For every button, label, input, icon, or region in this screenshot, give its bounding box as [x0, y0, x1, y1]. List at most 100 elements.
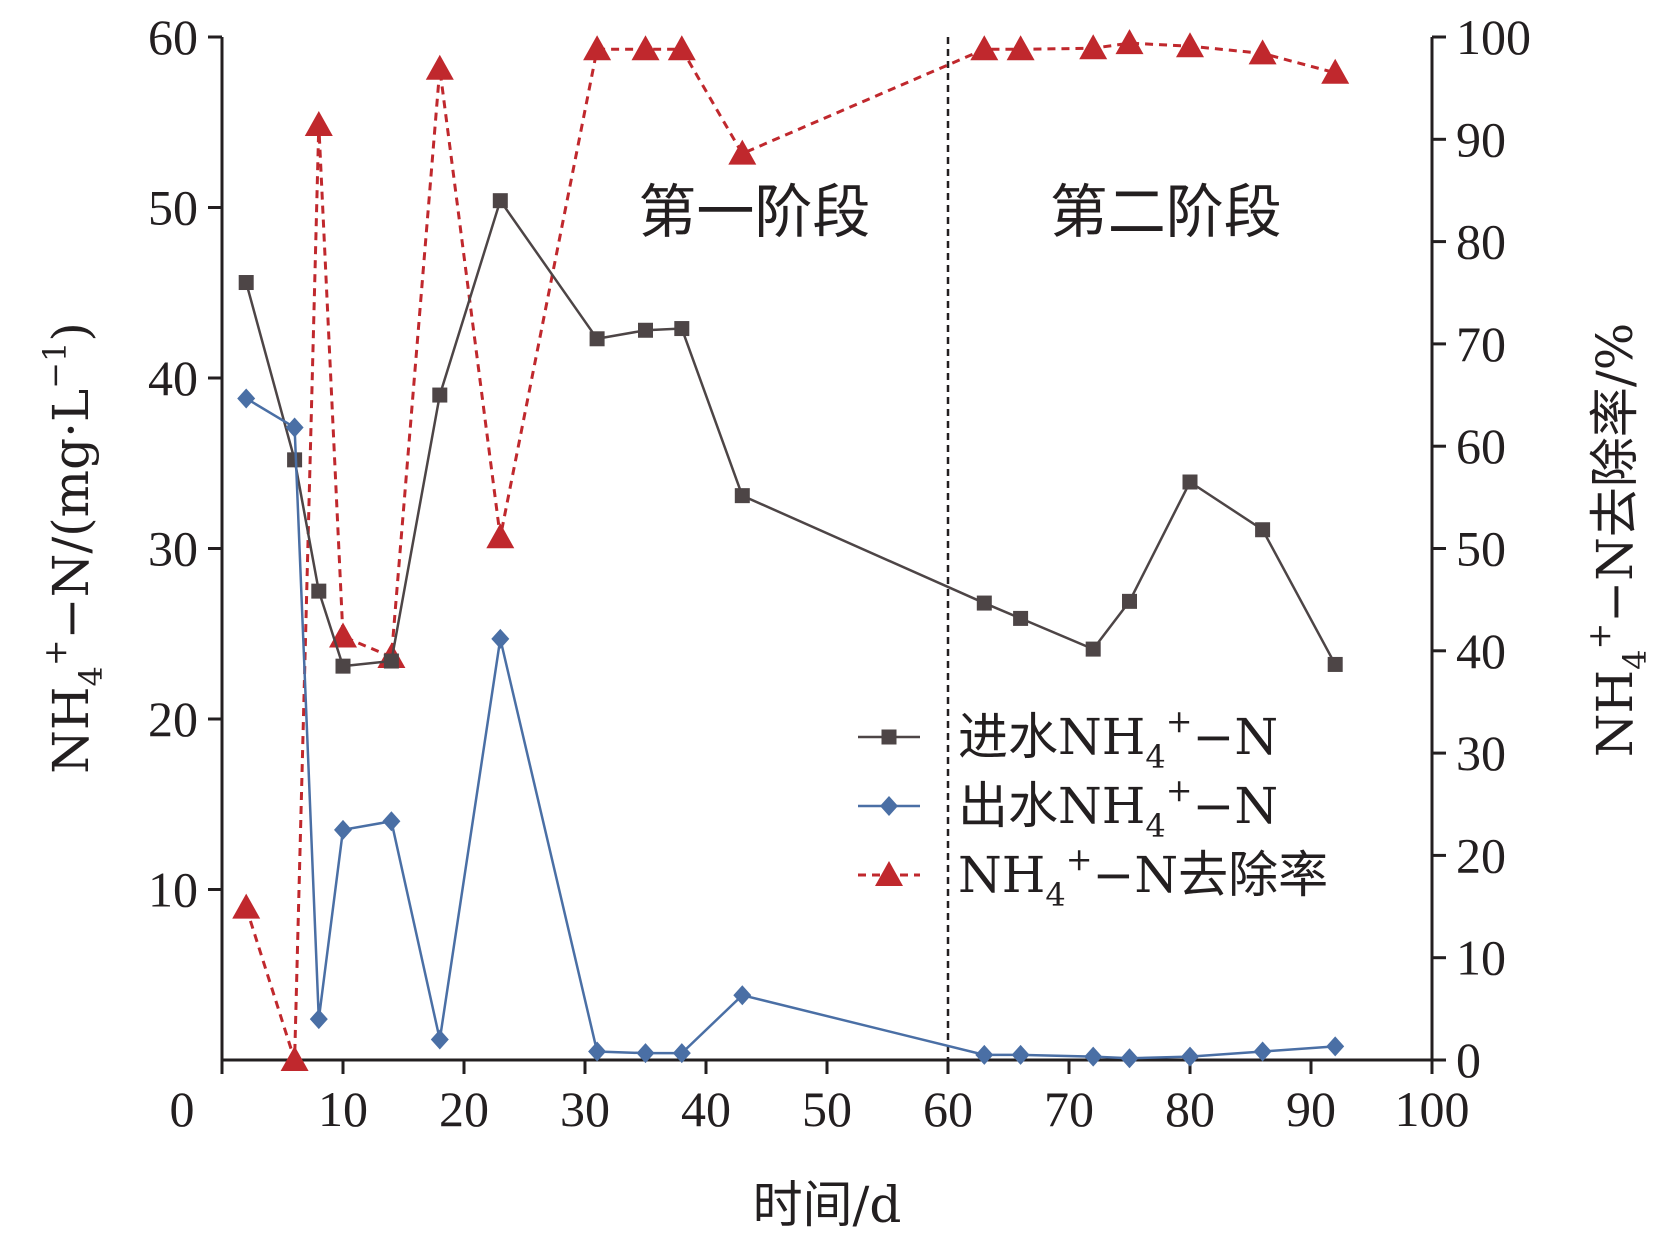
right-y-axis-title: NH4+−N去除率/% [1580, 323, 1654, 758]
x-tick-label: 40 [681, 1081, 731, 1137]
data-point [383, 653, 399, 669]
data-point [638, 322, 653, 338]
data-point [430, 1029, 449, 1050]
data-point [491, 628, 510, 649]
axis-labels: 时间/d NH4+−N/(mg·L−1) NH4+−N去除率/% [36, 322, 1654, 1234]
data-point [733, 985, 752, 1006]
right-y-tick-label: 10 [1456, 930, 1506, 986]
x-tick-label: 0 [170, 1081, 195, 1137]
data-point [1013, 610, 1029, 626]
data-point [232, 893, 261, 919]
data-point [1084, 1046, 1103, 1067]
legend-marker [875, 861, 903, 886]
data-point [425, 54, 454, 80]
left-y-tick-label: 40 [148, 350, 198, 406]
left-y-tick-label: 50 [148, 180, 198, 236]
x-tick-label: 50 [802, 1081, 852, 1137]
data-point [1248, 39, 1277, 65]
x-tick-label: 100 [1395, 1081, 1470, 1137]
right-y-tick-label: 20 [1456, 827, 1506, 883]
data-point [970, 35, 999, 61]
data-point [486, 523, 515, 549]
left-y-tick-label: 30 [148, 521, 198, 577]
data-point [1079, 34, 1108, 60]
left-y-tick-label: 20 [148, 691, 198, 747]
legend-label: 进水NH4+−N [958, 702, 1278, 776]
data-point [1327, 656, 1343, 672]
data-point [667, 35, 696, 61]
phase-label: 第二阶段 [1050, 178, 1282, 246]
data-point [237, 388, 256, 409]
data-point [1253, 1041, 1272, 1062]
data-point [1181, 1046, 1199, 1067]
data-point [311, 583, 327, 599]
data-point [1122, 593, 1137, 609]
data-point [382, 811, 401, 832]
data-point [1115, 29, 1144, 55]
legend-marker [881, 729, 897, 745]
series-line [244, 197, 1337, 668]
series-layer [232, 29, 1350, 1071]
data-point [1182, 474, 1198, 490]
data-point [309, 1009, 328, 1030]
x-tick-label: 30 [560, 1081, 610, 1137]
phase-label: 第一阶段 [638, 178, 870, 246]
data-point [1120, 1048, 1139, 1069]
x-tick-label: 70 [1044, 1081, 1094, 1137]
right-y-tick-label: 90 [1456, 111, 1506, 167]
right-y-tick-label: 0 [1456, 1032, 1481, 1088]
data-point [280, 1046, 309, 1071]
x-tick-label: 10 [318, 1081, 368, 1137]
data-point [334, 819, 352, 840]
left-y-tick-label: 10 [148, 862, 198, 918]
data-point [636, 1043, 655, 1064]
right-y-tick-label: 80 [1456, 214, 1506, 270]
series-line [245, 397, 1336, 1060]
right-y-tick-label: 70 [1456, 316, 1506, 372]
data-point [672, 1043, 691, 1064]
x-tick-label: 90 [1286, 1081, 1336, 1137]
data-point [1326, 1036, 1345, 1057]
phase-layer: 第一阶段 第二阶段 [638, 37, 1282, 1060]
data-point [589, 331, 605, 347]
legend-item: 出水NH4+−N [858, 771, 1278, 845]
legend-item: NH4+−N去除率 [858, 840, 1328, 914]
right-y-tick-label: 60 [1456, 418, 1506, 474]
x-tick-label: 20 [439, 1081, 489, 1137]
data-point [304, 110, 333, 136]
left-y-tick-label: 60 [148, 9, 198, 65]
data-point [238, 275, 254, 291]
right-y-tick-label: 30 [1456, 725, 1506, 781]
right-y-tick-label: 40 [1456, 623, 1506, 679]
data-point [492, 193, 508, 209]
left-y-axis-title: NH4+−N/(mg·L−1) [36, 322, 110, 774]
data-point [1176, 32, 1204, 58]
data-point [287, 452, 303, 468]
data-point [631, 35, 660, 61]
right-y-tick-label: 100 [1456, 9, 1531, 65]
legend-label: 出水NH4+−N [958, 771, 1278, 845]
legend-label: NH4+−N去除率 [958, 840, 1328, 914]
data-point [1255, 522, 1271, 538]
data-point [728, 139, 757, 165]
data-point [1006, 35, 1035, 61]
data-point [1011, 1044, 1030, 1065]
data-point [976, 595, 992, 611]
data-point [1321, 58, 1350, 84]
right-y-tick-label: 50 [1456, 521, 1506, 577]
data-point [588, 1041, 607, 1062]
data-point [1085, 641, 1101, 657]
data-point [734, 488, 750, 504]
data-point [285, 417, 304, 438]
legend-marker [880, 796, 898, 816]
x-axis-title: 时间/d [753, 1176, 902, 1234]
series-effluent [237, 388, 1345, 1069]
data-point [335, 658, 351, 674]
legend-item: 进水NH4+−N [858, 702, 1278, 776]
data-point [674, 321, 690, 337]
series-influent [238, 193, 1343, 674]
x-tick-label: 80 [1165, 1081, 1215, 1137]
x-tick-label: 60 [923, 1081, 973, 1137]
